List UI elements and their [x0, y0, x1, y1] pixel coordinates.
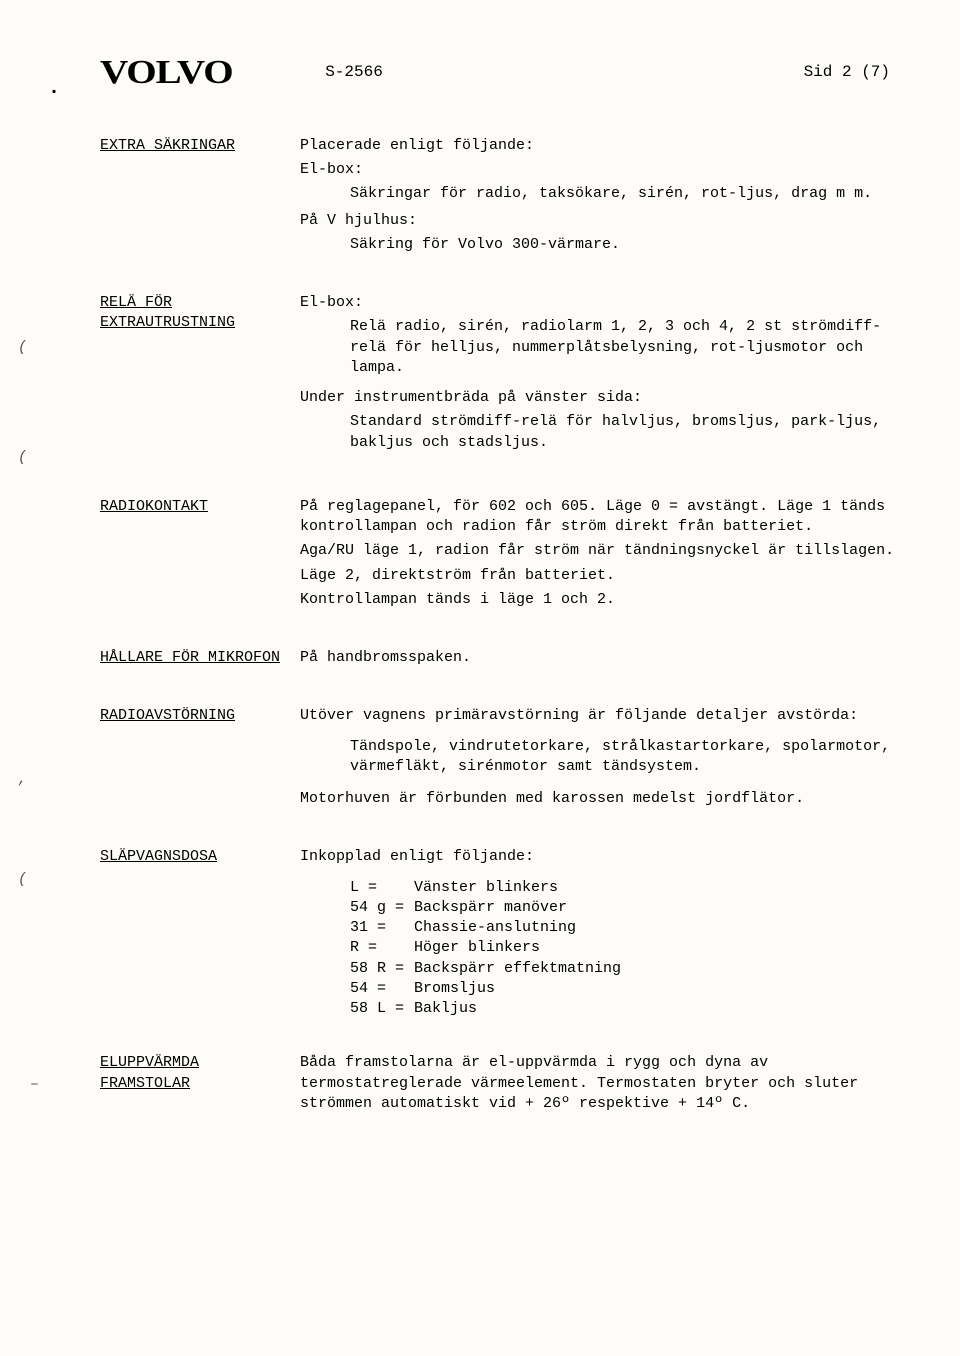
section-eluppvarmda: ELUPPVÄRMDA FRAMSTOLAR Båda framstolarna… [70, 1053, 900, 1118]
section-heading: EXTRA SÄKRINGAR [100, 136, 235, 156]
section-heading: RADIOKONTAKT [100, 497, 208, 517]
section-heading: RELÄ FÖR [100, 293, 172, 313]
body-text: Placerade enligt följande: [300, 136, 900, 156]
body-text: På V hjulhus: [300, 211, 900, 231]
section-heading: RADIOAVSTÖRNING [100, 706, 235, 726]
body-text: Säkringar för radio, taksökare, sirén, r… [300, 184, 900, 204]
pin-desc: Backspärr manöver [414, 898, 900, 918]
pin-desc: Höger blinkers [414, 938, 900, 958]
body-text: Kontrollampan tänds i läge 1 och 2. [300, 590, 900, 610]
body-text: Båda framstolarna är el-uppvärmda i rygg… [300, 1053, 900, 1114]
section-heading: FRAMSTOLAR [100, 1074, 190, 1094]
pin-desc: Backspärr effektmatning [414, 959, 900, 979]
page-header: VOLVO S-2566 Sid 2 (7) [70, 50, 900, 96]
pin-row: 58 L =Bakljus [350, 999, 900, 1019]
dot-mark: . [48, 75, 60, 102]
pin-row: 58 R =Backspärr effektmatning [350, 959, 900, 979]
section-rela-for: RELÄ FÖR EXTRAUTRUSTNING El-box: Relä ra… [70, 293, 900, 463]
section-extra-sakringar: EXTRA SÄKRINGAR Placerade enligt följand… [70, 136, 900, 259]
section-heading: EXTRAUTRUSTNING [100, 313, 235, 333]
section-heading: HÅLLARE FÖR MIKROFON [100, 648, 280, 668]
section-heading: ELUPPVÄRMDA [100, 1053, 199, 1073]
body-text: Tändspole, vindrutetorkare, strålkastart… [300, 737, 900, 778]
body-text: Inkopplad enligt följande: [300, 847, 900, 867]
body-text: På handbromsspaken. [300, 648, 900, 668]
section-radiokontakt: RADIOKONTAKT På reglagepanel, för 602 oc… [70, 497, 900, 614]
section-radioavstorning: RADIOAVSTÖRNING Utöver vagnens primäravs… [70, 706, 900, 813]
pin-row: L =Vänster blinkers [350, 878, 900, 898]
pin-row: 54 =Bromsljus [350, 979, 900, 999]
volvo-logo: VOLVO [100, 50, 232, 96]
pin-row: R =Höger blinkers [350, 938, 900, 958]
body-text: El-box: [300, 293, 900, 313]
body-text: Under instrumentbräda på vänster sida: [300, 388, 900, 408]
pin-key: L = [350, 878, 414, 898]
body-text: Säkring för Volvo 300-värmare. [300, 235, 900, 255]
pin-key: R = [350, 938, 414, 958]
pin-key: 54 g = [350, 898, 414, 918]
pin-desc: Vänster blinkers [414, 878, 900, 898]
body-text: På reglagepanel, för 602 och 605. Läge 0… [300, 497, 900, 538]
body-text: El-box: [300, 160, 900, 180]
scan-mark: ( [18, 448, 27, 468]
pin-row: 54 g =Backspärr manöver [350, 898, 900, 918]
page-number: Sid 2 (7) [804, 62, 890, 84]
pin-desc: Bromsljus [414, 979, 900, 999]
section-hallare: HÅLLARE FÖR MIKROFON På handbromsspaken. [70, 648, 900, 672]
document-id: S-2566 [325, 62, 383, 84]
body-text: Standard strömdiff-relä för halvljus, br… [300, 412, 900, 453]
pin-desc: Chassie-anslutning [414, 918, 900, 938]
scan-mark: ( [18, 870, 27, 890]
body-text: Utöver vagnens primäravstörning är följa… [300, 706, 900, 726]
pin-key: 31 = [350, 918, 414, 938]
body-text: Relä radio, sirén, radiolarm 1, 2, 3 och… [300, 317, 900, 378]
pin-table: L =Vänster blinkers54 g =Backspärr manöv… [300, 878, 900, 1020]
scan-mark: ( [18, 338, 27, 358]
scan-mark: , [18, 770, 27, 790]
pin-key: 58 R = [350, 959, 414, 979]
body-text: Motorhuven är förbunden med karossen med… [300, 789, 900, 809]
body-text: Läge 2, direktström från batteriet. [300, 566, 900, 586]
scan-mark: – [30, 1075, 39, 1095]
section-slapvagnsdosa: SLÄPVAGNSDOSA Inkopplad enligt följande:… [70, 847, 900, 1019]
body-text: Aga/RU läge 1, radion får ström när tänd… [300, 541, 900, 561]
pin-desc: Bakljus [414, 999, 900, 1019]
section-heading: SLÄPVAGNSDOSA [100, 847, 217, 867]
pin-key: 54 = [350, 979, 414, 999]
pin-row: 31 =Chassie-anslutning [350, 918, 900, 938]
pin-key: 58 L = [350, 999, 414, 1019]
